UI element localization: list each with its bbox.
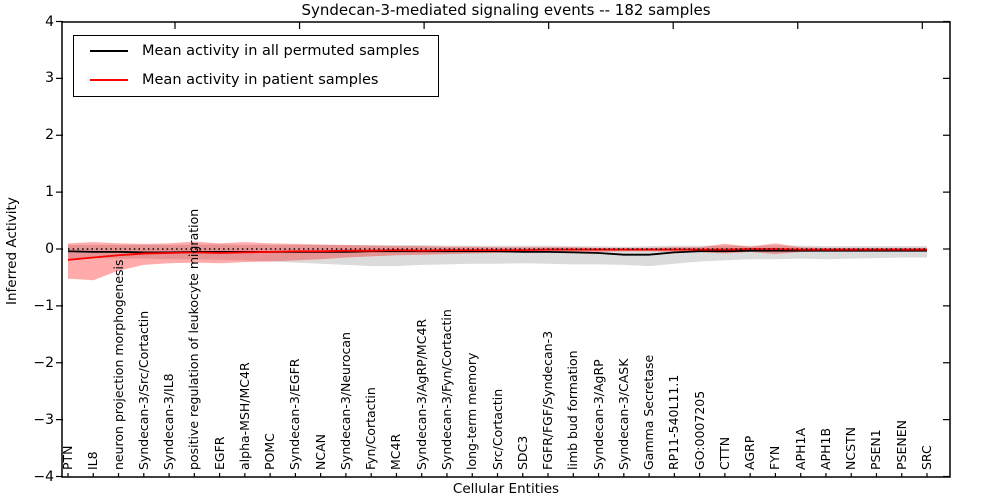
y-tick-label: 0: [45, 241, 54, 257]
y-tick-label: −2: [33, 354, 54, 371]
x-tick-label: IL8: [85, 451, 101, 470]
x-tick-label: CTTN: [716, 436, 732, 470]
permuted-line: [67, 249, 927, 256]
x-tick-label: Syndecan-3/EGFR: [287, 358, 303, 470]
x-tick-label: Fyn/Cortactin: [363, 387, 379, 470]
x-tick-label: PSENEN: [893, 420, 909, 470]
x-tick-label: EGFR: [211, 436, 227, 470]
x-tick-label: NCSTN: [843, 427, 859, 470]
y-tick-label: −3: [33, 411, 54, 428]
y-tick-label: 1: [45, 184, 54, 201]
y-tick-label: 2: [45, 127, 54, 144]
x-tick-label: FGFR/FGF/Syndecan-3: [540, 330, 556, 470]
tick-marks: [56, 20, 950, 478]
x-tick-label: positive regulation of leukocyte migrati…: [186, 208, 202, 470]
legend-label-patient: Mean activity in patient samples: [142, 71, 379, 88]
x-tick-label: AGRP: [742, 435, 758, 470]
x-tick-label: limb bud formation: [565, 350, 581, 470]
chart-title: Syndecan-3-mediated signaling events -- …: [301, 1, 711, 19]
x-tick-label: Syndecan-3/Fyn/Cortactin: [438, 309, 454, 470]
x-tick-label: APH1A: [792, 428, 808, 470]
x-tick-label: long-term memory: [464, 352, 480, 470]
y-tick-label: 4: [45, 13, 54, 30]
x-tick-label: POMC: [262, 433, 278, 470]
x-tick-label: FYN: [767, 445, 783, 470]
x-tick-label: PSEN1: [868, 429, 884, 470]
x-tick-label: MC4R: [388, 433, 404, 470]
x-tick-label: Syndecan-3/IL8: [161, 373, 177, 470]
y-tick-label: 3: [45, 70, 54, 87]
x-tick-label: SDC3: [514, 435, 530, 470]
permuted-line-sample-icon: [90, 49, 128, 52]
x-tick-label: APH1B: [817, 427, 833, 470]
x-tick-label: GO:0007205: [691, 390, 707, 470]
x-tick-label: SRC: [919, 445, 934, 470]
x-tick-label: Syndecan-3/AgRP/MC4R: [413, 318, 429, 470]
legend-label-permuted: Mean activity in all permuted samples: [142, 42, 420, 59]
x-tick-label: Gamma Secretase: [641, 354, 657, 470]
x-tick-label: PTN: [60, 445, 75, 470]
x-tick-label: Syndecan-3/CASK: [615, 358, 631, 470]
x-tick-label: Src/Cortactin: [489, 388, 505, 470]
patient-line-sample-icon: [90, 78, 128, 81]
legend: Mean activity in all permuted samples Me…: [73, 35, 439, 97]
x-tick-label: neuron projection morphogenesis: [110, 259, 126, 470]
legend-item-permuted: Mean activity in all permuted samples: [74, 36, 438, 65]
x-tick-label: RP11-540L11.1: [666, 374, 682, 470]
legend-item-patient: Mean activity in patient samples: [74, 65, 438, 94]
y-tick-label: −4: [33, 468, 54, 485]
x-axis-label: Cellular Entities: [452, 481, 560, 497]
y-tick-label: −1: [33, 297, 54, 314]
x-tick-label: Syndecan-3/Neurocan: [337, 332, 353, 470]
x-tick-label: Syndecan-3/Src/Cortactin: [135, 310, 151, 470]
x-tick-label: alpha-MSH/MC4R: [236, 362, 252, 470]
x-tick-label: NCAN: [312, 434, 328, 470]
x-tick-label: Syndecan-3/AgRP: [590, 359, 606, 470]
